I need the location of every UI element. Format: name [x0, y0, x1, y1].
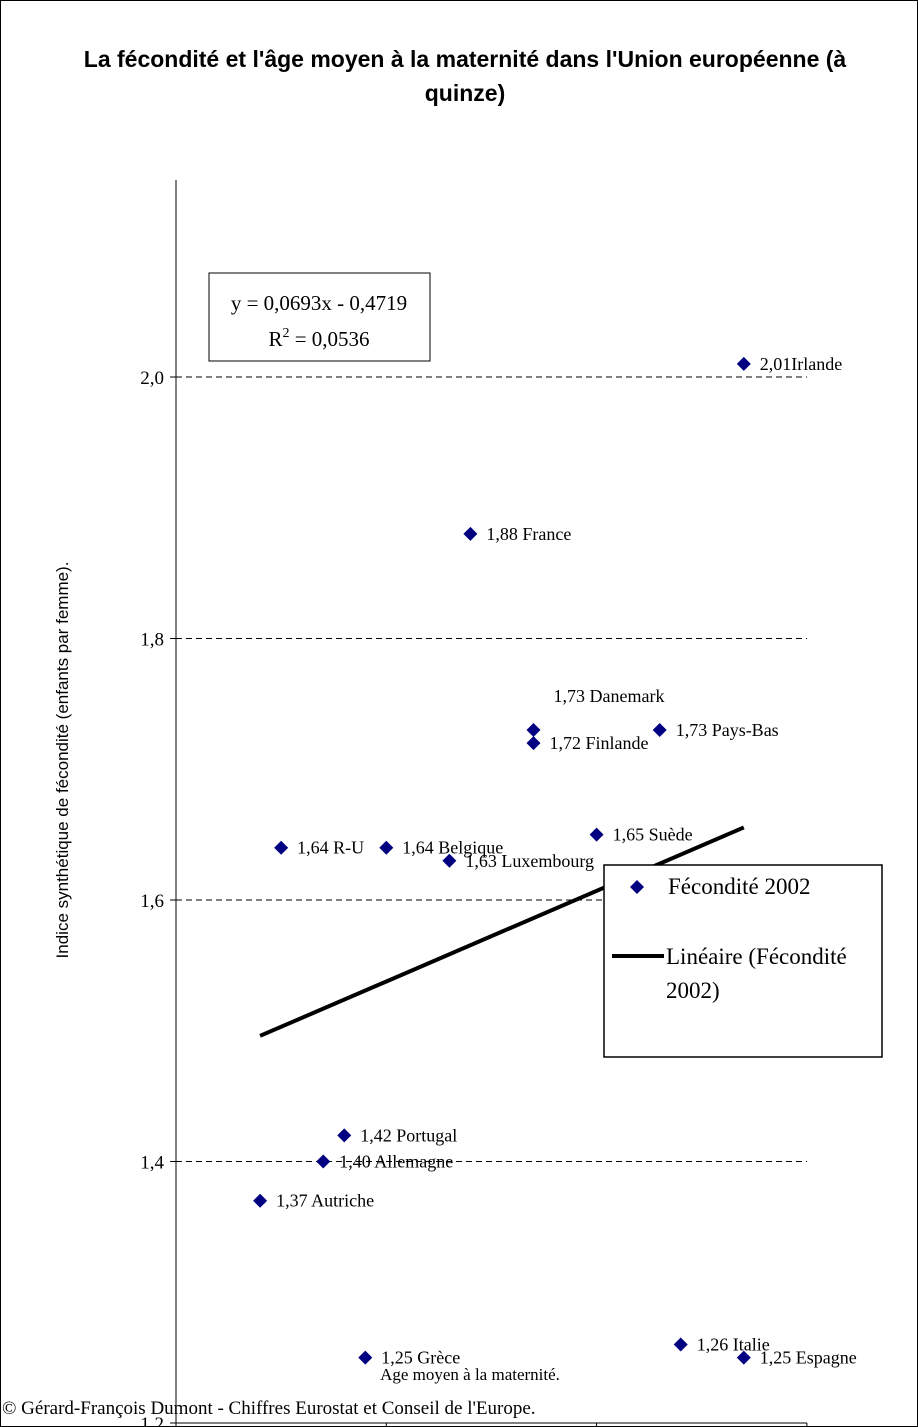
data-label: 1,73 Danemark: [554, 686, 665, 706]
data-label: 1,40 Allemagne: [339, 1152, 453, 1172]
data-point: [337, 1128, 352, 1143]
legend-box: [603, 864, 883, 1058]
data-point: [589, 827, 604, 842]
legend-label: 2002): [666, 978, 720, 1003]
trendline: [259, 825, 745, 1038]
data-point: [526, 723, 541, 738]
data-point: [652, 723, 667, 738]
data-label: 2,01Irlande: [760, 354, 842, 374]
y-tick-label: 1,6: [140, 891, 164, 912]
data-point: [316, 1154, 331, 1169]
data-label: 1,73 Pays-Bas: [676, 720, 779, 740]
data-point: [673, 1337, 688, 1352]
x-axis-title: Age moyen à la maternité.: [380, 1365, 560, 1384]
data-point: [463, 526, 478, 541]
legend-marker: [630, 880, 644, 894]
y-tick-label: 1,8: [140, 630, 164, 651]
legend-label: Linéaire (Fécondité: [666, 944, 847, 969]
data-point: [736, 1350, 751, 1365]
data-label: 1,65 Suède: [613, 825, 693, 845]
regression-equation: y = 0,0693x - 0,4719: [231, 291, 407, 315]
y-tick-label: 1,4: [140, 1153, 164, 1174]
data-point: [442, 853, 457, 868]
data-point: [526, 736, 541, 751]
data-label: 1,26 Italie: [697, 1335, 770, 1355]
data-point: [358, 1350, 373, 1365]
y-axis-title: Indice synthétique de fécondité (enfants…: [53, 562, 72, 959]
data-label: 1,63 Luxembourg: [465, 851, 594, 871]
data-label: 1,88 France: [486, 524, 571, 544]
data-label: 1,25 Grèce: [381, 1348, 460, 1368]
r-squared: R2 = 0,0536: [268, 326, 369, 351]
data-label: 1,42 Portugal: [360, 1125, 457, 1145]
data-point: [736, 356, 751, 371]
legend-label: Fécondité 2002: [668, 874, 810, 899]
data-point: [379, 840, 394, 855]
equation-box: [208, 272, 431, 362]
y-tick-label: 2,0: [140, 368, 164, 389]
data-label: 1,25 Espagne: [760, 1348, 857, 1368]
data-label: 1,72 Finlande: [550, 733, 649, 753]
copyright-credit: © Gérard-François Dumont - Chiffres Euro…: [2, 1398, 536, 1419]
data-label: 1,64 Belgique: [402, 838, 503, 858]
data-label: 1,64 R-U: [297, 838, 364, 858]
data-point: [253, 1193, 268, 1208]
data-point: [274, 840, 289, 855]
data-label: 1,37 Autriche: [276, 1191, 374, 1211]
y-tick-label: 1,2: [140, 1414, 164, 1427]
chart-title: La fécondité et l'âge moyen à la materni…: [83, 46, 847, 106]
